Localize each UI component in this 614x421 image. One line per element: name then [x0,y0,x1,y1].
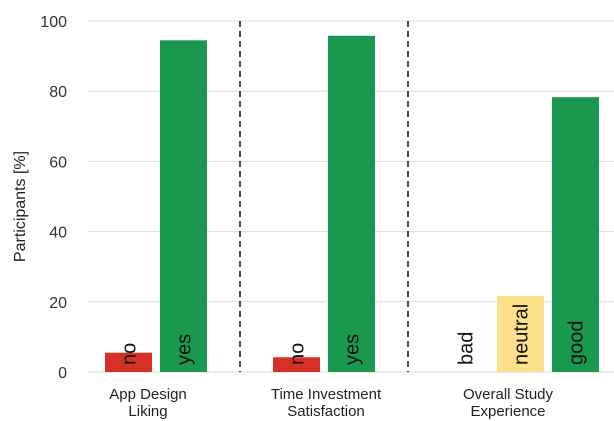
bar-yes [160,40,207,373]
bar-neutral [497,295,544,372]
group-label: Time Investment [271,386,382,403]
bar-no [105,352,152,372]
bar-yes [328,35,375,372]
y-tick-label: 100 [40,14,67,31]
group-label: Liking [128,403,167,420]
y-tick-label: 20 [49,295,67,312]
y-tick-label: 80 [49,84,67,101]
bar-label-yes: yes [174,334,196,365]
y-tick-labels: 0 20 40 60 80 100 [40,14,67,382]
y-tick-label: 60 [49,154,67,171]
bars [105,35,599,373]
bar-label-yes: yes [342,334,364,365]
y-tick-label: 40 [49,225,67,242]
bar-label-bad: bad [456,332,478,365]
bar-good [552,97,599,373]
bar-label-no: no [119,343,141,365]
bar-label-no: no [287,343,309,365]
y-tick-label: 0 [58,365,67,382]
group-label: App Design [109,386,187,403]
group-separators [239,21,409,372]
bar-no [273,357,320,372]
group-label: Overall Study [463,386,554,403]
bar-labels: no yes no yes bad neutral good [119,304,588,365]
group-label: Satisfaction [287,403,365,420]
y-axis-title: Participants [%] [12,151,29,262]
bar-label-good: good [566,321,588,366]
bar-label-neutral: neutral [511,304,533,365]
group-label: Experience [470,403,545,420]
